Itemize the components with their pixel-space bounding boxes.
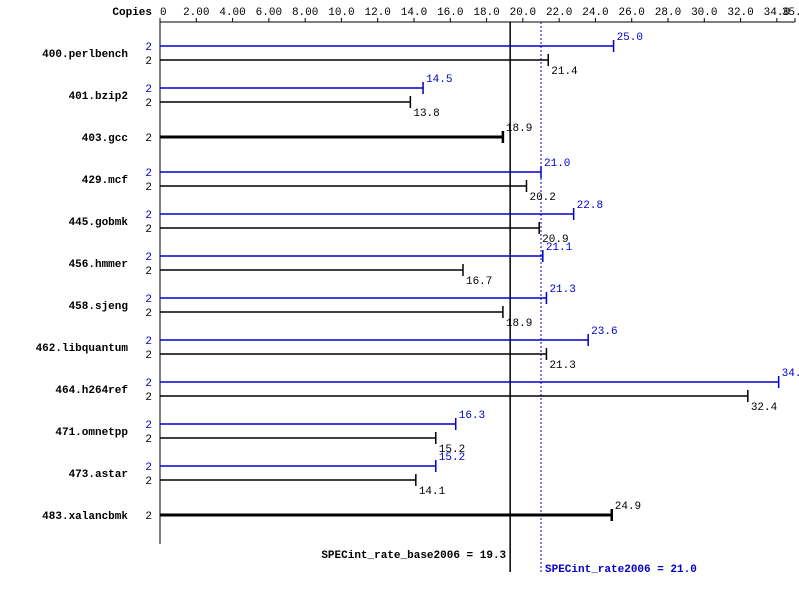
axis-tick-label: 20.0 [510,7,536,19]
bar-value-label: 21.3 [549,360,575,372]
bar-value-label: 22.8 [577,200,603,212]
benchmark-name: 471.omnetpp [55,427,128,439]
axis-tick-label: 26.0 [619,7,645,19]
bar-value-label: 21.4 [551,66,578,78]
copies-value: 2 [145,133,152,145]
axis-tick-label: 22.0 [546,7,572,19]
copies-header: Copies [112,7,152,19]
copies-value: 2 [145,420,152,432]
benchmark-name: 429.mcf [82,175,129,187]
benchmark-name: 483.xalancbmk [42,511,128,523]
copies-value: 2 [145,392,152,404]
bar-value-label: 34.1 [782,368,799,380]
axis-tick-label: 18.0 [473,7,499,19]
bar-value-label: 14.5 [426,74,452,86]
copies-value: 2 [145,350,152,362]
benchmark-name: 458.sjeng [69,301,128,313]
bar-value-label: 32.4 [751,402,778,414]
copies-value: 2 [145,182,152,194]
benchmark-name: 403.gcc [82,133,128,145]
benchmark-name: 445.gobmk [69,217,129,229]
copies-value: 2 [145,168,152,180]
bar-value-label: 18.9 [506,123,532,135]
axis-tick-label: 16.0 [437,7,463,19]
bar-value-label: 21.0 [544,158,570,170]
benchmark-name: 462.libquantum [36,343,129,355]
copies-value: 2 [145,336,152,348]
benchmark-name: 464.h264ref [55,385,128,397]
bar-value-label: 23.6 [591,326,617,338]
axis-tick-label: 30.0 [691,7,717,19]
summary-base: SPECint_rate_base2006 = 19.3 [321,550,506,562]
copies-value: 2 [145,252,152,264]
bar-value-label: 21.1 [546,242,573,254]
bar-value-label: 13.8 [413,108,439,120]
copies-value: 2 [145,84,152,96]
axis-tick-label: 14.0 [401,7,427,19]
axis-tick-label: 12.0 [365,7,391,19]
axis-tick-label: 4.00 [219,7,245,19]
copies-value: 2 [145,42,152,54]
copies-value: 2 [145,266,152,278]
benchmark-name: 401.bzip2 [69,91,128,103]
axis-tick-label: 0 [160,7,167,19]
bar-value-label: 24.9 [615,501,641,513]
copies-value: 2 [145,476,152,488]
copies-value: 2 [145,224,152,236]
bar-value-label: 25.0 [617,32,643,44]
axis-tick-label: 32.0 [727,7,753,19]
copies-value: 2 [145,98,152,110]
copies-value: 2 [145,378,152,390]
axis-tick-label: 28.0 [655,7,681,19]
axis-tick-label: 8.00 [292,7,318,19]
benchmark-name: 400.perlbench [42,49,128,61]
axis-tick-label: 2.00 [183,7,209,19]
benchmark-chart: 0 2.00 4.00 6.00 8.00 10.0 12.0 14.0 16.0 18.0 20.… [0,0,799,606]
axis-tick-label: 6.00 [256,7,282,19]
chart-svg: 0 2.00 4.00 6.00 8.00 10.0 12.0 14.0 16.0 18.0 20.… [0,0,799,606]
bar-value-label: 16.3 [459,410,485,422]
copies-value: 2 [145,511,152,523]
bar-value-label: 16.7 [466,276,492,288]
copies-value: 2 [145,56,152,68]
copies-value: 2 [145,308,152,320]
axis-tick-label: 10.0 [328,7,354,19]
bar-value-label: 21.3 [549,284,575,296]
axis-tick-label: 35.0 [782,7,799,19]
copies-value: 2 [145,462,152,474]
axis-tick-label: 24.0 [582,7,608,19]
bar-value-label: 20.2 [529,192,555,204]
copies-value: 2 [145,434,152,446]
summary-peak: SPECint_rate2006 = 21.0 [545,564,697,576]
bar-value-label: 18.9 [506,318,532,330]
copies-value: 2 [145,294,152,306]
benchmark-name: 456.hmmer [69,259,128,271]
benchmark-name: 473.astar [69,469,128,481]
bar-value-label: 14.1 [419,486,446,498]
copies-value: 2 [145,210,152,222]
bar-value-label: 15.2 [439,452,465,464]
